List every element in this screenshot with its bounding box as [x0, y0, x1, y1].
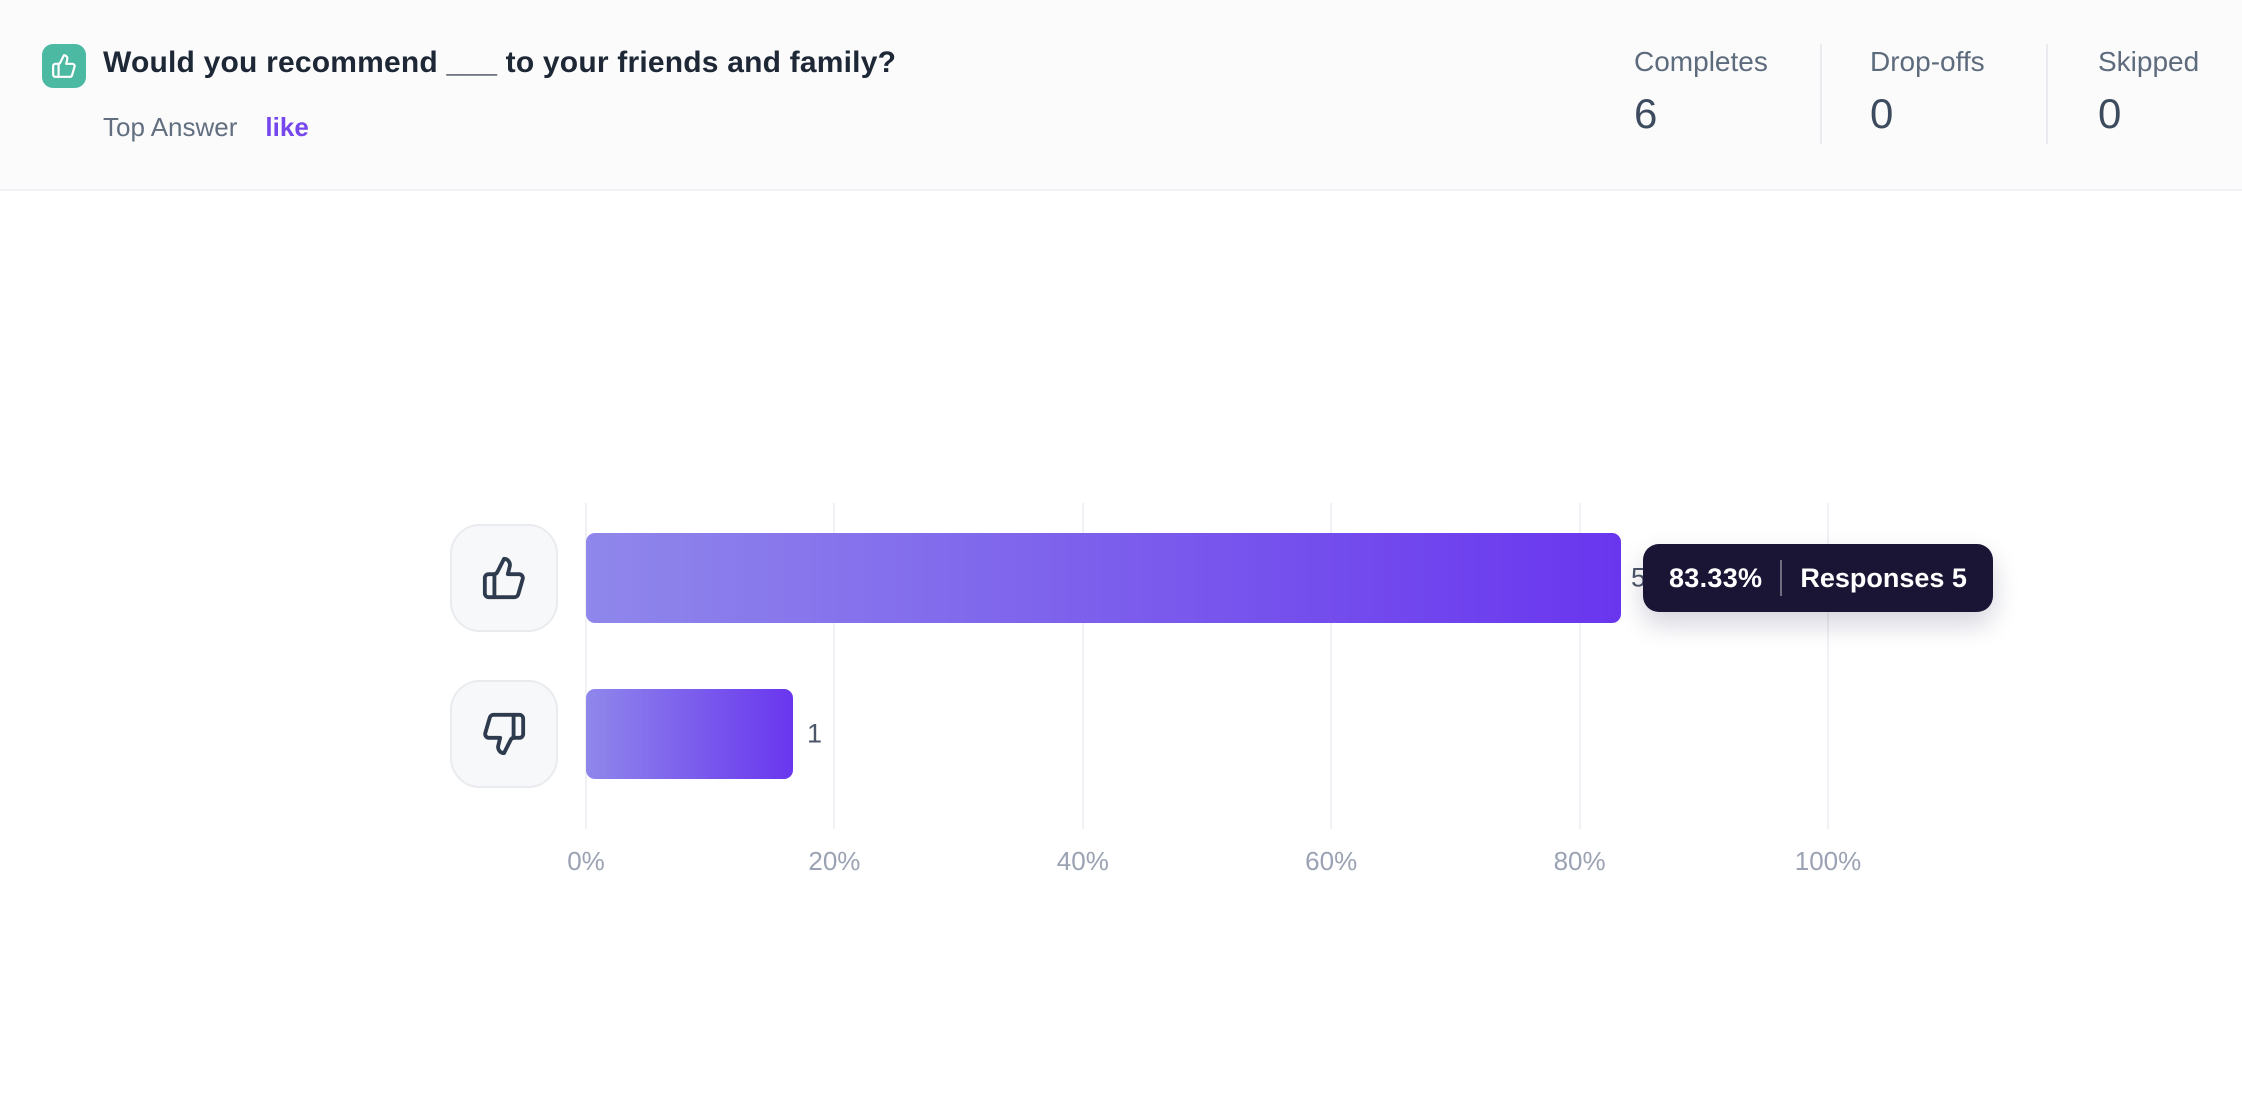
question-type-icon	[42, 44, 86, 88]
axis-tick-label: 0%	[567, 846, 605, 876]
gridline	[833, 503, 836, 829]
gridline	[1330, 503, 1333, 829]
chart-gridlines	[585, 503, 1829, 829]
axis-tick-label: 80%	[1553, 846, 1606, 876]
gridline	[585, 503, 587, 829]
axis-tick-label: 60%	[1305, 846, 1358, 876]
top-answer-row: Top Answer like	[103, 112, 309, 143]
bar-value-label: 1	[807, 718, 823, 749]
stat-label: Completes	[1634, 46, 1768, 77]
thumbs-down-icon	[483, 712, 526, 756]
tooltip-percent: 83.33%	[1668, 562, 1763, 593]
stat-dropoffs: Drop-offs 0	[1870, 46, 1985, 138]
stat-skipped: Skipped 0	[2098, 46, 2199, 138]
bar-row-dislike: 1	[586, 689, 1828, 779]
bar-value-label: 5	[1630, 562, 1646, 593]
gridline	[1578, 503, 1581, 829]
axis-tick-label: 100%	[1794, 846, 1862, 876]
bar-row-like: 5 83.33% Responses 5	[586, 533, 1993, 623]
bar-dislike[interactable]	[586, 689, 794, 779]
axis-tick-label: 20%	[808, 846, 861, 876]
category-dislike	[450, 680, 558, 788]
stat-value: 0	[2098, 90, 2122, 137]
axis-tick-label: 40%	[1056, 846, 1109, 876]
tooltip-responses: Responses 5	[1800, 562, 1967, 593]
thumbs-up-icon	[482, 556, 525, 600]
stat-label: Skipped	[2098, 46, 2200, 77]
stat-divider	[2046, 44, 2048, 144]
gridline	[1081, 503, 1084, 829]
stat-value: 0	[1870, 90, 1894, 137]
x-axis: 0% 20% 40% 60% 80% 100%	[567, 846, 1861, 880]
top-answer-value: like	[265, 112, 309, 142]
stat-completes: Completes 6	[1634, 46, 1768, 138]
bar-like[interactable]	[586, 533, 1621, 623]
stat-divider	[1820, 44, 1822, 144]
question-header: Would you recommend ___ to your friends …	[0, 0, 2242, 191]
tooltip: 83.33% Responses 5	[1642, 544, 1993, 612]
stat-label: Drop-offs	[1870, 46, 1985, 77]
thumbs-up-icon	[52, 54, 76, 78]
gridline	[1827, 503, 1829, 829]
question-title: Would you recommend ___ to your friends …	[103, 46, 897, 79]
category-like	[450, 524, 558, 632]
stat-value: 6	[1634, 90, 1658, 137]
top-answer-label: Top Answer	[103, 112, 238, 142]
tooltip-divider	[1780, 560, 1783, 596]
